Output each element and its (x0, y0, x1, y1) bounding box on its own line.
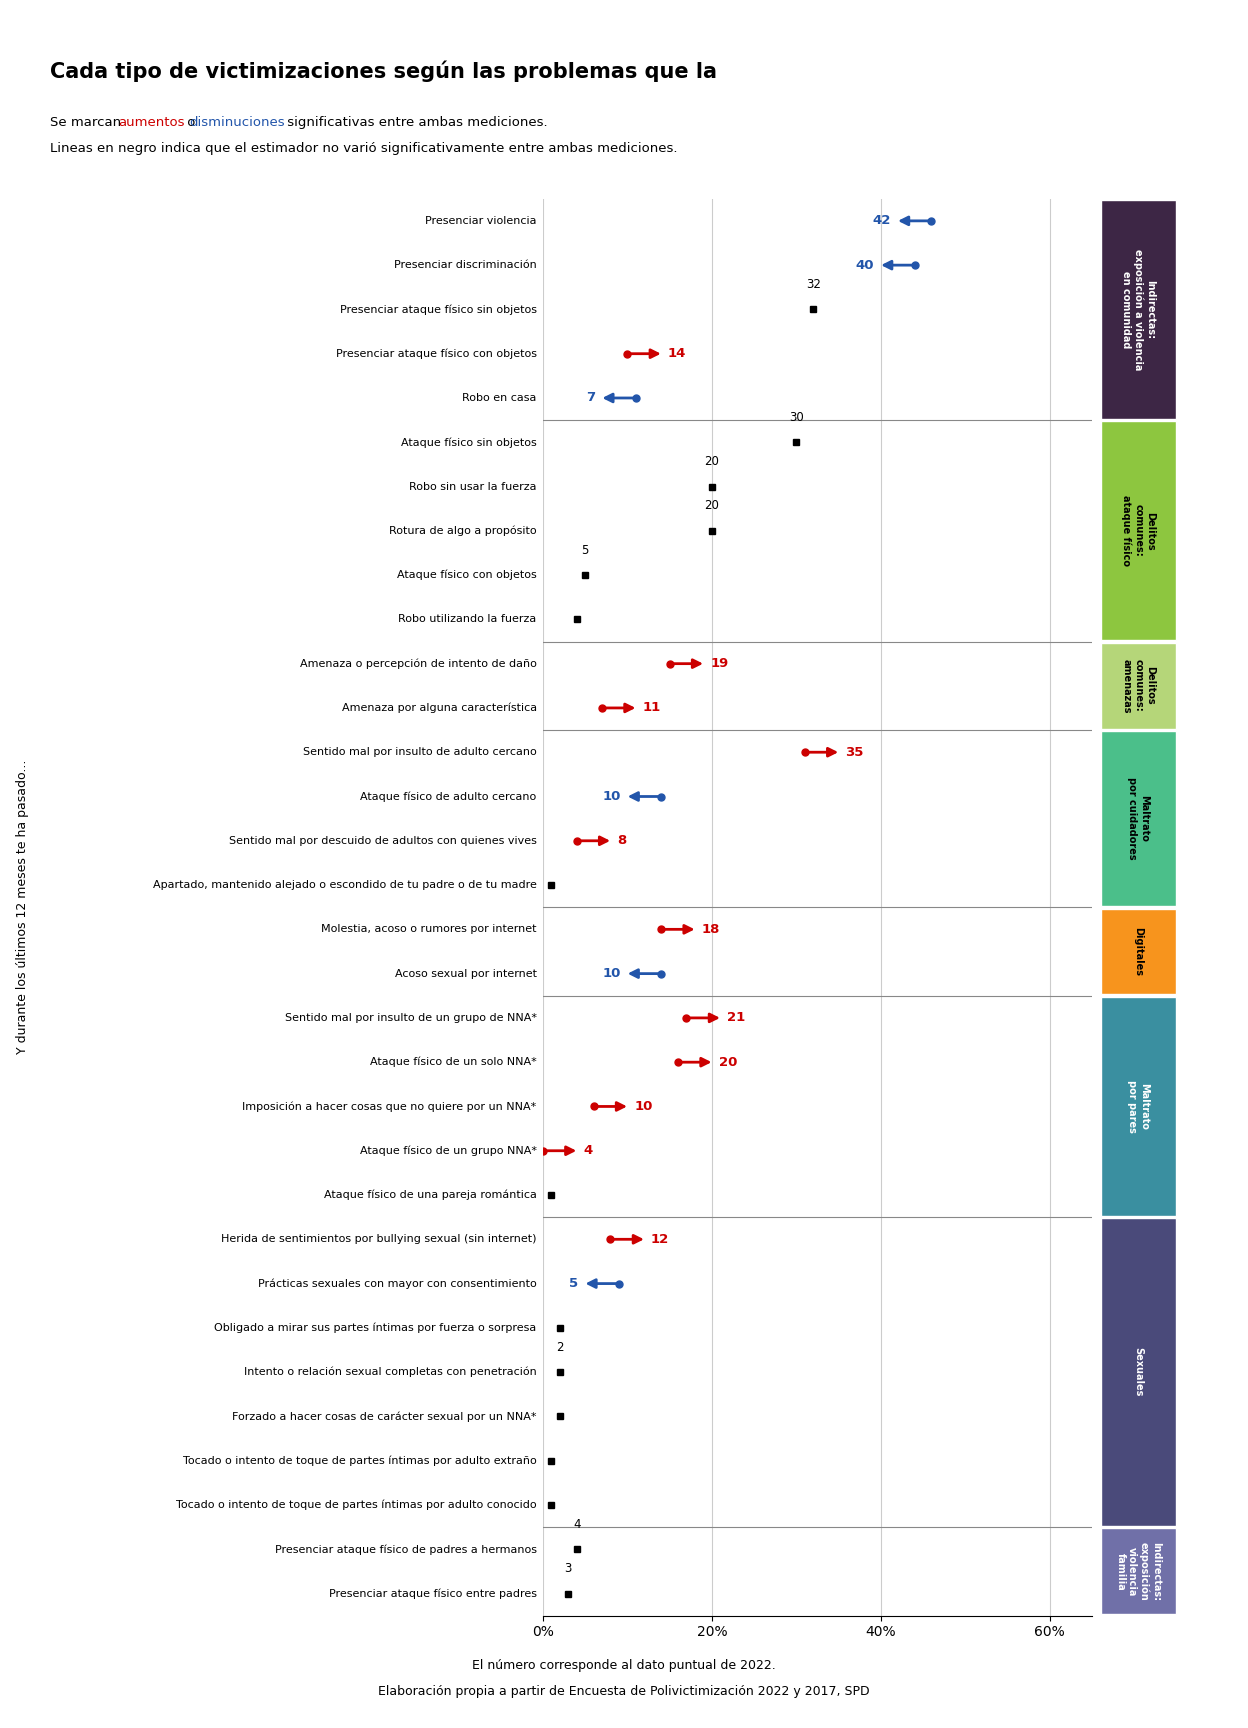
Text: Presenciar ataque físico con objetos: Presenciar ataque físico con objetos (336, 349, 537, 359)
Text: Ataque físico de una pareja romántica: Ataque físico de una pareja romántica (323, 1191, 537, 1201)
Text: aumentos: aumentos (119, 116, 185, 130)
Text: Rotura de algo a propósito: Rotura de algo a propósito (389, 525, 537, 536)
Text: Sentido mal por insulto de un grupo de NNA*: Sentido mal por insulto de un grupo de N… (285, 1013, 537, 1023)
Text: Ataque físico sin objetos: Ataque físico sin objetos (401, 437, 537, 448)
Text: 10: 10 (634, 1101, 653, 1113)
Text: Presenciar discriminación: Presenciar discriminación (394, 261, 537, 270)
Text: 10: 10 (603, 790, 620, 804)
Text: Presenciar ataque físico entre padres: Presenciar ataque físico entre padres (328, 1588, 537, 1598)
Text: Cada tipo de victimizaciones según las problemas que la: Cada tipo de victimizaciones según las p… (50, 60, 716, 81)
Text: Acoso sexual por internet: Acoso sexual por internet (394, 969, 537, 978)
Text: 20: 20 (704, 454, 719, 468)
Text: Ataque físico de un grupo NNA*: Ataque físico de un grupo NNA* (359, 1146, 537, 1156)
Text: Obligado a mirar sus partes íntimas por fuerza o sorpresa: Obligado a mirar sus partes íntimas por … (215, 1322, 537, 1332)
Text: Forzado a hacer cosas de carácter sexual por un NNA*: Forzado a hacer cosas de carácter sexual… (232, 1412, 537, 1422)
Text: Lineas en negro indica que el estimador no varió significativamente entre ambas : Lineas en negro indica que el estimador … (50, 142, 678, 156)
Text: El número corresponde al dato puntual de 2022.: El número corresponde al dato puntual de… (472, 1659, 776, 1673)
Text: 19: 19 (710, 657, 729, 670)
Text: 20: 20 (704, 499, 719, 511)
Text: Maltrato
por cuidadores: Maltrato por cuidadores (1127, 778, 1149, 861)
Text: Presenciar violencia: Presenciar violencia (426, 216, 537, 226)
Text: Digitales: Digitales (1133, 926, 1143, 976)
Text: 2: 2 (557, 1341, 564, 1353)
Text: 5: 5 (582, 544, 589, 556)
Text: Amenaza por alguna característica: Amenaza por alguna característica (342, 703, 537, 714)
Text: 35: 35 (845, 746, 864, 759)
Text: 10: 10 (603, 968, 620, 980)
Text: 18: 18 (701, 923, 720, 937)
Text: 5: 5 (569, 1277, 578, 1291)
Text: Delitos
comunes:
amenazas: Delitos comunes: amenazas (1122, 658, 1154, 714)
Text: Se marcan: Se marcan (50, 116, 125, 130)
Text: Ataque físico de un solo NNA*: Ataque físico de un solo NNA* (369, 1058, 537, 1068)
Text: 4: 4 (573, 1517, 580, 1531)
Text: Herida de sentimientos por bullying sexual (sin internet): Herida de sentimientos por bullying sexu… (221, 1234, 537, 1244)
Text: 12: 12 (651, 1232, 669, 1246)
Text: Intento o relación sexual completas con penetración: Intento o relación sexual completas con … (243, 1367, 537, 1377)
Text: Tocado o intento de toque de partes íntimas por adulto conocido: Tocado o intento de toque de partes ínti… (176, 1500, 537, 1510)
Text: Robo utilizando la fuerza: Robo utilizando la fuerza (398, 615, 537, 624)
Text: Elaboración propia a partir de Encuesta de Polivictimización 2022 y 2017, SPD: Elaboración propia a partir de Encuesta … (378, 1685, 870, 1699)
Text: Indirectas:
exposición
violencia
familia: Indirectas: exposición violencia familia (1116, 1541, 1161, 1600)
Text: Y durante los últimos 12 meses te ha pasado...: Y durante los últimos 12 meses te ha pas… (16, 760, 29, 1054)
Text: 30: 30 (789, 411, 804, 423)
Text: Presenciar ataque físico de padres a hermanos: Presenciar ataque físico de padres a her… (275, 1545, 537, 1555)
Text: 20: 20 (719, 1056, 738, 1068)
Text: significativas entre ambas mediciones.: significativas entre ambas mediciones. (282, 116, 547, 130)
Text: Amenaza o percepción de intento de daño: Amenaza o percepción de intento de daño (300, 658, 537, 669)
Text: 32: 32 (806, 278, 821, 290)
Text: Sexuales: Sexuales (1133, 1348, 1143, 1396)
Text: Sentido mal por descuido de adultos con quienes vives: Sentido mal por descuido de adultos con … (228, 836, 537, 845)
Text: Tocado o intento de toque de partes íntimas por adulto extraño: Tocado o intento de toque de partes ínti… (183, 1455, 537, 1465)
Text: Presenciar ataque físico sin objetos: Presenciar ataque físico sin objetos (339, 304, 537, 314)
Text: 4: 4 (583, 1144, 593, 1158)
Text: Prácticas sexuales con mayor con consentimiento: Prácticas sexuales con mayor con consent… (258, 1279, 537, 1289)
Text: 3: 3 (564, 1562, 572, 1574)
Text: Imposición a hacer cosas que no quiere por un NNA*: Imposición a hacer cosas que no quiere p… (242, 1101, 537, 1111)
Text: Maltrato
por pares: Maltrato por pares (1127, 1080, 1149, 1134)
Text: 40: 40 (856, 259, 874, 271)
Text: Apartado, mantenido alejado o escondido de tu padre o de tu madre: Apartado, mantenido alejado o escondido … (152, 880, 537, 890)
Text: 8: 8 (618, 835, 626, 847)
Text: Indirectas:
exposición a violencia
en comunidad: Indirectas: exposición a violencia en co… (1121, 249, 1156, 370)
Text: 7: 7 (587, 392, 595, 404)
Text: 11: 11 (643, 702, 661, 714)
Text: Sentido mal por insulto de adulto cercano: Sentido mal por insulto de adulto cercan… (303, 746, 537, 757)
Text: Robo en casa: Robo en casa (462, 392, 537, 403)
Text: disminuciones: disminuciones (190, 116, 285, 130)
Text: Ataque físico con objetos: Ataque físico con objetos (397, 570, 537, 581)
Text: Delitos
comunes:
ataque físico: Delitos comunes: ataque físico (1121, 496, 1156, 567)
Text: 14: 14 (668, 347, 686, 359)
Text: Robo sin usar la fuerza: Robo sin usar la fuerza (409, 482, 537, 491)
Text: Ataque físico de adulto cercano: Ataque físico de adulto cercano (361, 791, 537, 802)
Text: 42: 42 (872, 214, 891, 228)
Text: o: o (183, 116, 200, 130)
Text: 21: 21 (728, 1011, 745, 1025)
Text: Molestia, acoso o rumores por internet: Molestia, acoso o rumores por internet (321, 924, 537, 935)
